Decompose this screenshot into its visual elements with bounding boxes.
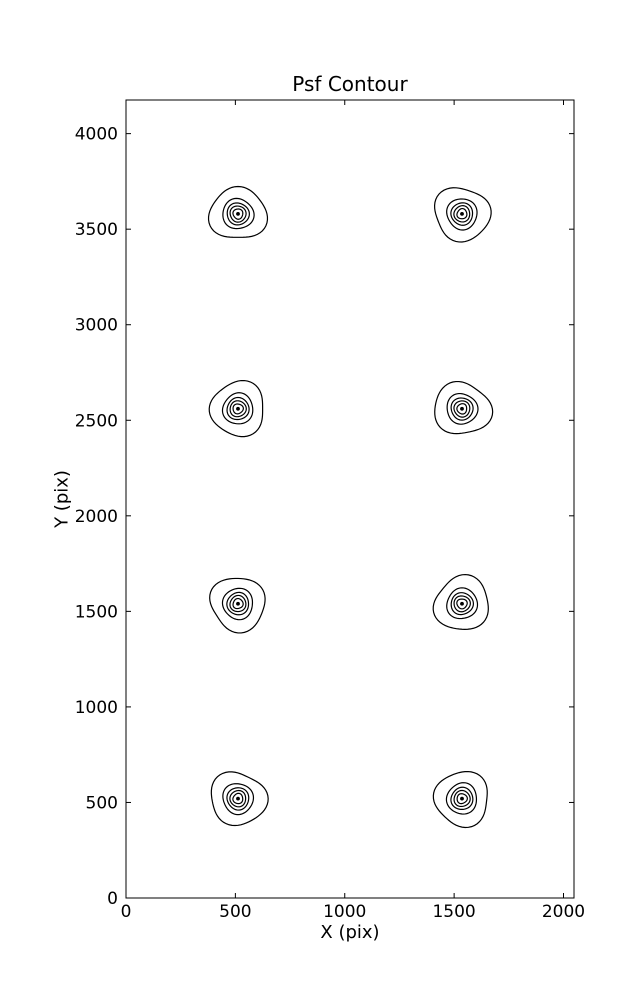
contour-ring — [456, 207, 468, 220]
y-tick-label: 500 — [86, 793, 118, 813]
contour-ring — [450, 202, 474, 226]
x-axis-label: X (pix) — [320, 922, 380, 943]
x-tick-label: 1500 — [432, 902, 475, 922]
contour-ring — [446, 587, 479, 620]
contour-cluster — [434, 380, 494, 435]
contour-ring — [432, 573, 489, 630]
contour-ring — [453, 400, 471, 418]
contour-ring — [226, 202, 250, 226]
contour-ring — [208, 379, 264, 438]
contour-ring — [456, 403, 468, 415]
contour-ring — [232, 792, 244, 805]
contour-cluster — [432, 573, 489, 630]
contour-ring — [453, 789, 471, 808]
contour-ring — [229, 594, 247, 613]
x-tick-label: 0 — [121, 902, 132, 922]
contour-peak-dot — [460, 211, 464, 216]
contour-ring — [209, 577, 266, 634]
contour-cluster — [208, 379, 264, 438]
y-tick-label: 4000 — [75, 125, 118, 145]
y-tick-label: 3500 — [75, 220, 118, 240]
contour-ring — [450, 592, 475, 616]
contour-ring — [222, 197, 255, 230]
y-tick-label: 2500 — [75, 411, 118, 431]
contour-ring — [456, 793, 468, 805]
contour-ring — [434, 380, 494, 435]
contour-ring — [450, 397, 474, 421]
contour-ring — [453, 595, 471, 613]
contour-ring — [456, 598, 468, 610]
y-tick-label: 0 — [107, 889, 118, 909]
contour-ring — [207, 185, 269, 238]
contour-cluster — [209, 577, 266, 634]
contour-ring — [221, 587, 254, 621]
contour-peak-dot — [236, 211, 240, 216]
plot-title: Psf Contour — [292, 72, 408, 96]
contour-cluster — [433, 187, 492, 243]
y-tick-label: 1500 — [75, 602, 118, 622]
contour-peak-dot — [236, 406, 240, 411]
contour-cluster — [210, 771, 269, 827]
y-tick-label: 3000 — [75, 316, 118, 336]
contour-ring — [221, 392, 254, 425]
contour-ring — [446, 198, 478, 231]
contour-cluster — [432, 770, 488, 829]
contour-ring — [226, 591, 250, 616]
contour-peak-dot — [460, 601, 464, 606]
contour-ring — [232, 597, 244, 610]
contour-ring — [229, 789, 247, 808]
contour-ring — [229, 400, 247, 418]
contour-ring — [432, 770, 488, 829]
contour-peak-dot — [236, 796, 240, 801]
contour-cluster — [207, 185, 269, 238]
contour-ring — [450, 786, 474, 811]
contour-ring — [229, 205, 247, 223]
y-tick-label: 2000 — [75, 507, 118, 527]
contour-ring — [232, 208, 244, 220]
contour-ring — [222, 783, 255, 816]
contour-ring — [226, 787, 250, 811]
contour-ring — [453, 205, 471, 223]
axes-frame — [125, 99, 575, 899]
contour-peak-dot — [460, 406, 464, 411]
contour-ring — [433, 187, 492, 243]
y-axis-label: Y (pix) — [51, 470, 73, 528]
contour-ring — [232, 403, 244, 415]
contour-ring — [210, 771, 269, 827]
x-tick-label: 2000 — [542, 902, 585, 922]
contour-peak-dot — [460, 796, 464, 801]
y-tick-label: 1000 — [75, 698, 118, 718]
contour-peak-dot — [236, 601, 240, 606]
contour-ring — [446, 392, 479, 425]
contour-ring — [226, 396, 250, 421]
x-tick-label: 500 — [219, 902, 251, 922]
contour-ring — [445, 782, 478, 815]
x-tick-label: 1000 — [323, 902, 366, 922]
